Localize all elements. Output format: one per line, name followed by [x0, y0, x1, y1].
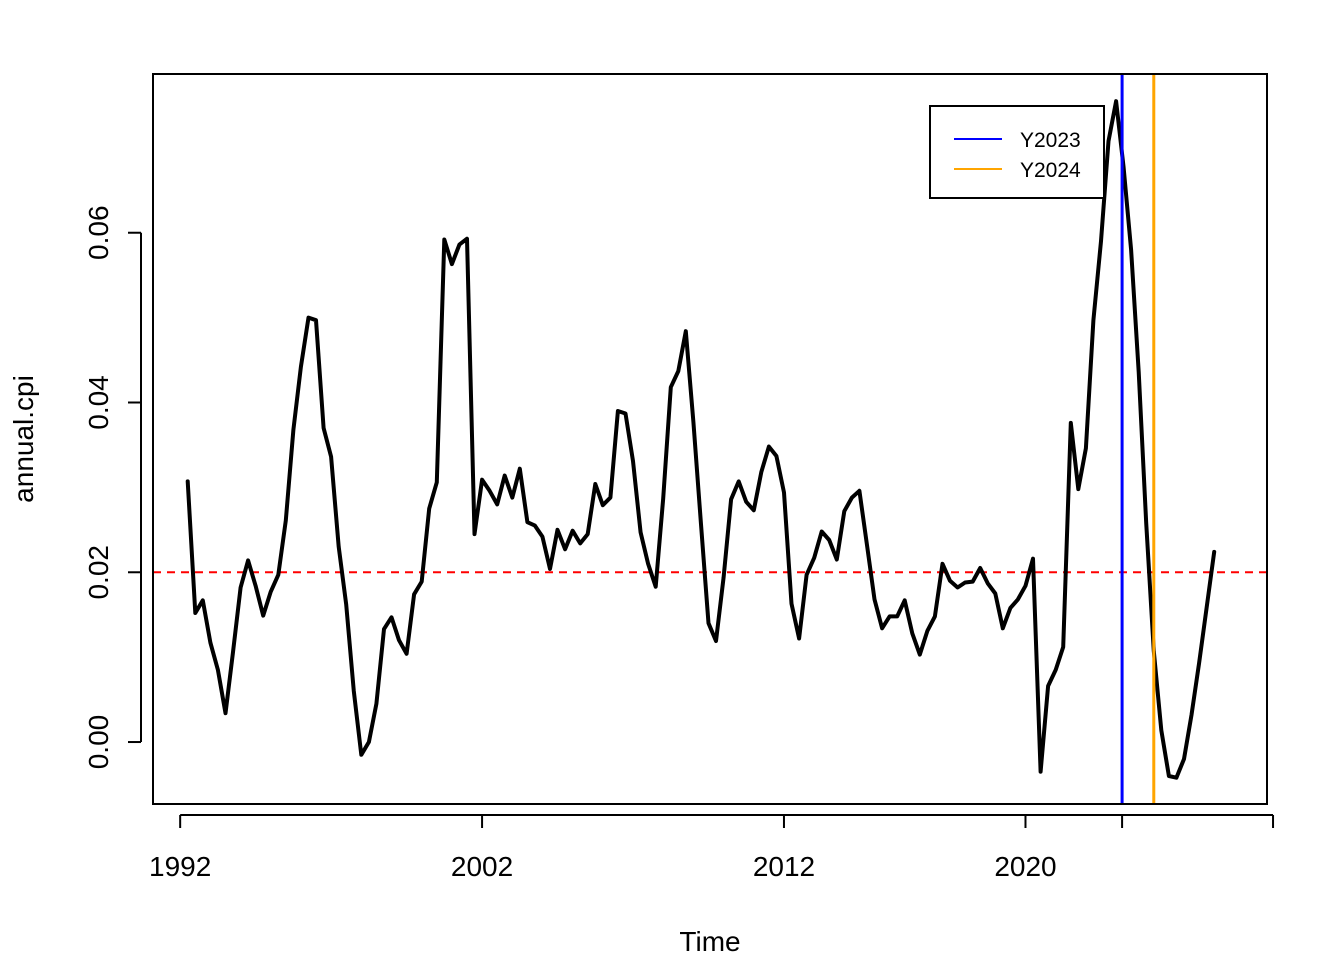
legend: Y2023 Y2024	[929, 105, 1105, 199]
vertical-lines-layer	[1120, 74, 1156, 804]
y-tick-label: 0.04	[83, 375, 114, 430]
y-axis-title: annual.cpi	[8, 375, 39, 503]
y-tick-label: 0.02	[83, 545, 114, 600]
legend-label-y2023: Y2023	[1020, 129, 1081, 152]
x-tick-label: 2002	[451, 851, 513, 882]
series-line-0	[185, 99, 1217, 780]
x-tick-label: 2020	[994, 851, 1056, 882]
x-tick-label: 1992	[149, 851, 211, 882]
legend-label-y2024: Y2024	[1020, 159, 1081, 182]
legend-box	[929, 105, 1105, 199]
y-tick-label: 0.00	[83, 715, 114, 770]
x-axis: 1992 2002 2012 2020	[149, 814, 1275, 882]
y-axis: 0.00 0.02 0.04 0.06	[83, 205, 142, 770]
x-tick-label: 2012	[753, 851, 815, 882]
series-layer	[185, 99, 1217, 780]
y-tick-label: 0.06	[83, 205, 114, 259]
x-axis-title: Time	[679, 926, 740, 957]
plot-frame	[152, 73, 1268, 805]
